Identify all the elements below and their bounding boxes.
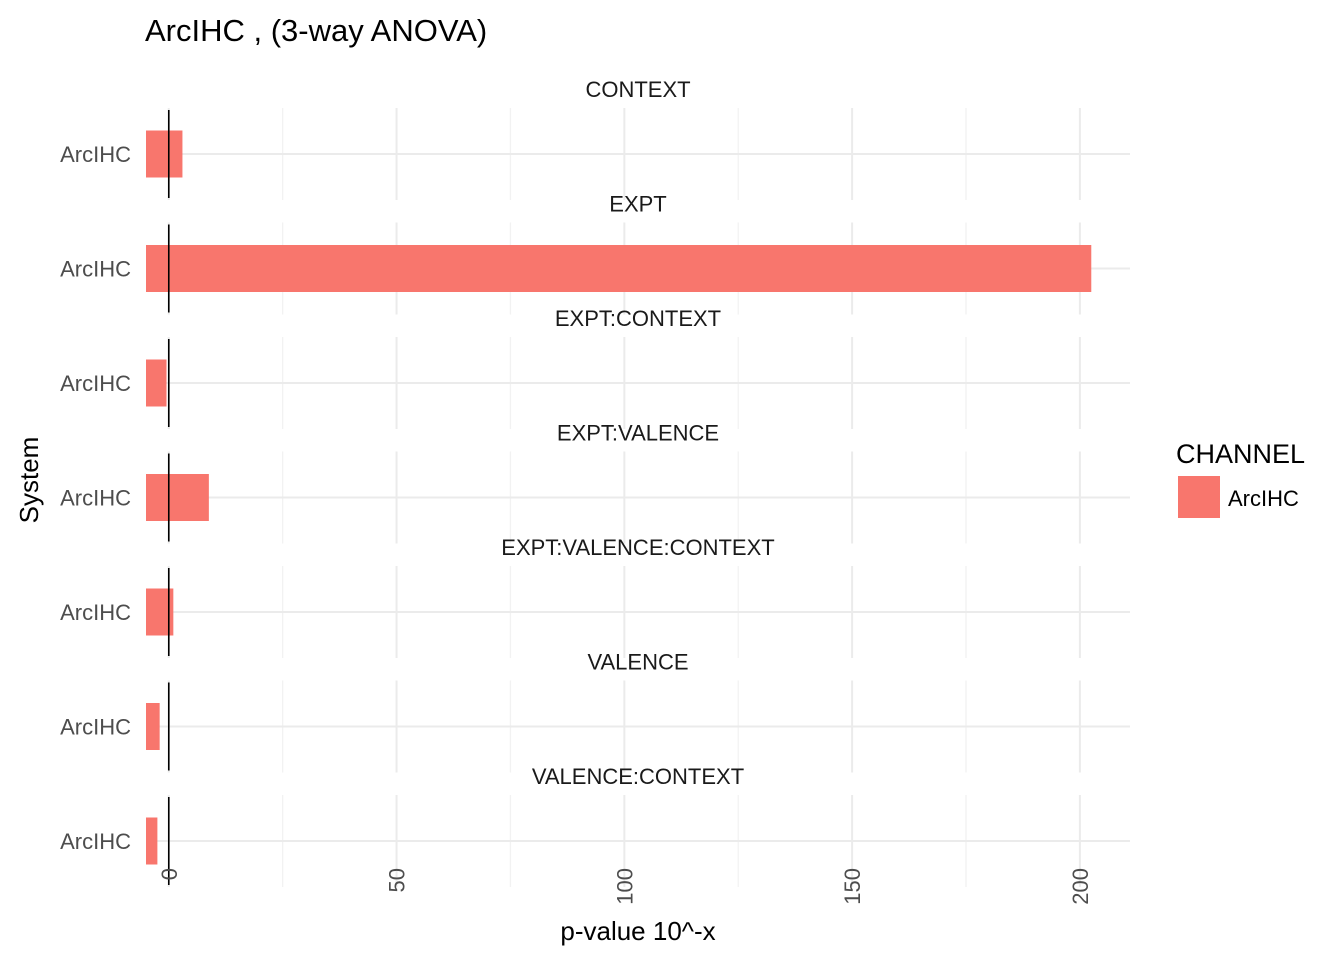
facet-label: EXPT xyxy=(609,192,666,217)
y-axis-title: System xyxy=(14,437,44,524)
y-tick-label: ArcIHC xyxy=(60,257,131,282)
bar-context xyxy=(146,130,183,178)
y-tick-label: ArcIHC xyxy=(60,715,131,740)
panel-expt-valence-context: EXPT:VALENCE:CONTEXT ArcIHC xyxy=(60,535,1130,658)
x-tick-label: 150 xyxy=(840,868,865,905)
y-tick-label: ArcIHC xyxy=(60,829,131,854)
x-tick-label: 200 xyxy=(1068,868,1093,905)
panel-valence: VALENCE ArcIHC xyxy=(60,650,1130,773)
bar-valence-context xyxy=(146,817,158,865)
panel-context: CONTEXT ArcIHC xyxy=(60,77,1130,200)
facet-label: EXPT:VALENCE:CONTEXT xyxy=(501,535,774,560)
x-tick-label: 0 xyxy=(157,868,182,880)
bar-valence xyxy=(146,703,160,750)
panel-valence-context: VALENCE:CONTEXT ArcIHC xyxy=(60,764,1130,887)
facet-panels: CONTEXT ArcIHC EXPT ArcIHC EXPT:CONTEXT ArcIH… xyxy=(60,77,1130,887)
facet-label: VALENCE:CONTEXT xyxy=(532,764,744,789)
x-tick-label: 50 xyxy=(385,868,410,892)
x-tick-label: 100 xyxy=(612,868,637,905)
bar-expt xyxy=(146,245,1092,292)
legend: CHANNEL ArcIHC xyxy=(1176,439,1305,518)
y-tick-label: ArcIHC xyxy=(60,600,131,625)
facet-label: VALENCE xyxy=(587,650,688,675)
y-tick-label: ArcIHC xyxy=(60,486,131,511)
legend-title: CHANNEL xyxy=(1176,439,1305,469)
chart-title: ArcIHC , (3-way ANOVA) xyxy=(145,13,487,48)
bar-expt-valence xyxy=(146,474,209,521)
bar-expt-context xyxy=(146,359,167,407)
facet-label: CONTEXT xyxy=(585,77,690,102)
facet-label: EXPT:CONTEXT xyxy=(555,306,721,331)
x-axis-title: p-value 10^-x xyxy=(560,916,715,946)
legend-key-arcihc xyxy=(1178,476,1220,518)
panel-expt: EXPT ArcIHC xyxy=(60,192,1130,315)
y-tick-label: ArcIHC xyxy=(60,142,131,167)
facet-label: EXPT:VALENCE xyxy=(557,421,719,446)
legend-label-arcihc: ArcIHC xyxy=(1228,486,1299,511)
x-axis-ticks: 0 50 100 150 200 xyxy=(157,868,1093,905)
y-tick-label: ArcIHC xyxy=(60,371,131,396)
panel-expt-context: EXPT:CONTEXT ArcIHC xyxy=(60,306,1130,429)
panel-expt-valence: EXPT:VALENCE ArcIHC xyxy=(60,421,1130,544)
